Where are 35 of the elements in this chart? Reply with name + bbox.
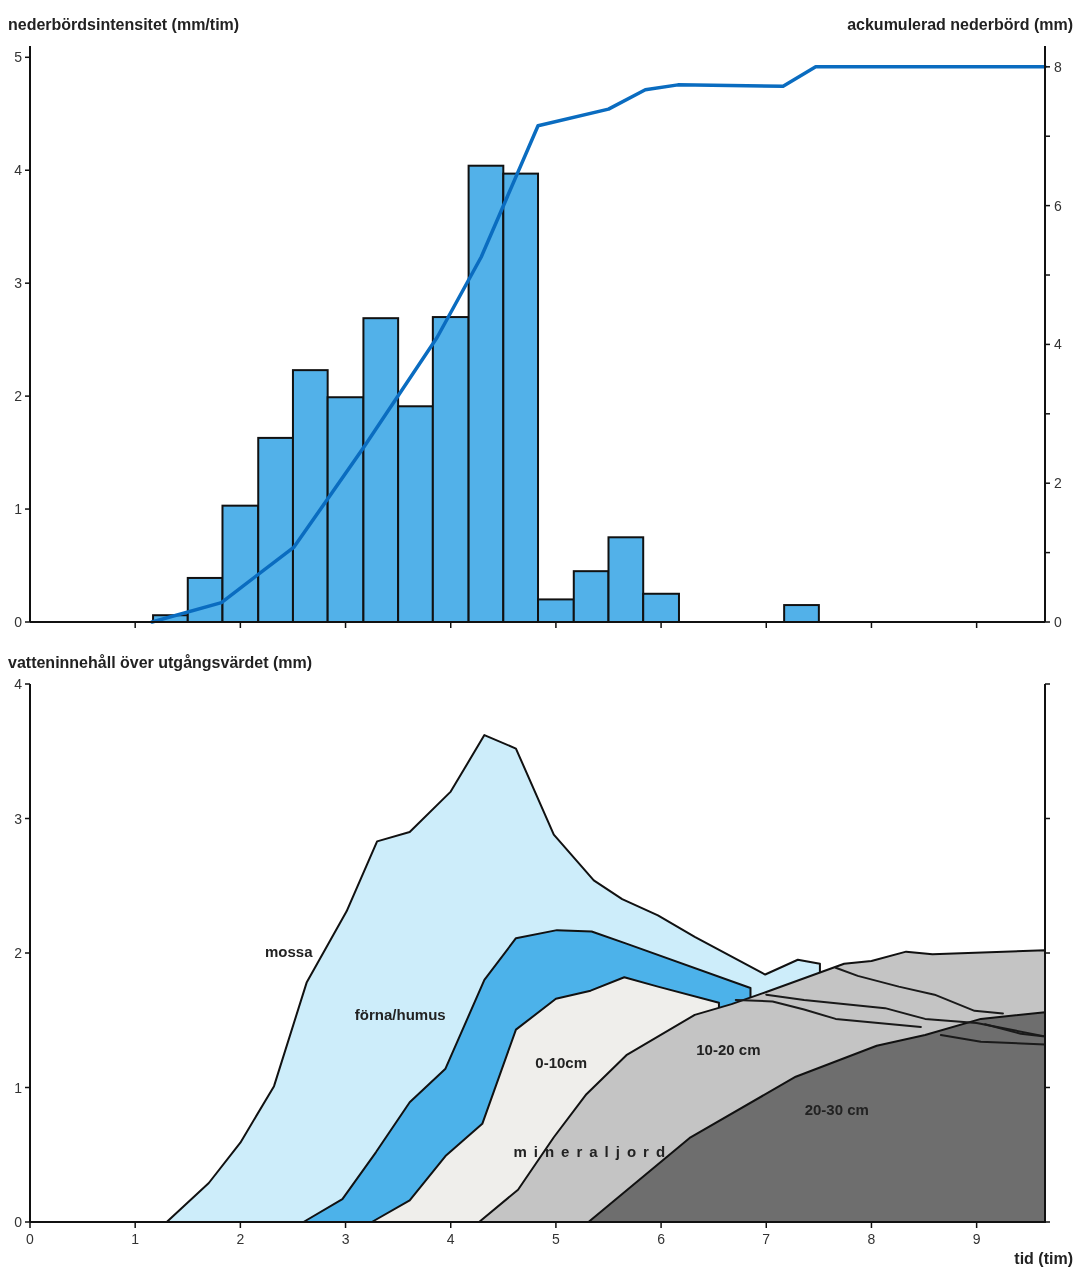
x-tick-label: 2: [236, 1231, 245, 1247]
series-label: förna/humus: [354, 1005, 446, 1023]
y-tick-label: 0: [14, 1214, 23, 1230]
series-label: mossa: [264, 942, 314, 960]
y-tick-label: 0: [14, 614, 23, 630]
series-label: 0-10cm: [535, 1054, 588, 1072]
y-axis-title: nederbördsintensitet (mm/tim): [8, 16, 240, 33]
y-tick-label: 1: [14, 1079, 23, 1096]
x-axis-title: tid (tim): [1014, 1250, 1073, 1267]
y2-tick-label: 8: [1054, 58, 1062, 75]
y-axis-title: vatteninnehåll över utgångsvärdet (mm): [8, 654, 313, 671]
y-tick-label: 2: [14, 945, 23, 961]
x-tick-label: 9: [972, 1231, 981, 1247]
x-tick-label: 1: [131, 1231, 140, 1247]
x-tick-label: 8: [867, 1231, 876, 1247]
y-tick-label: 3: [14, 275, 23, 292]
x-tick-label: 0: [26, 1231, 35, 1247]
x-tick-label: 6: [657, 1231, 666, 1247]
x-tick-label: 3: [341, 1231, 350, 1247]
y2-tick-label: 6: [1054, 197, 1062, 214]
y2-tick-label: 4: [1054, 336, 1062, 353]
y2-axis-title: ackumulerad nederbörd (mm): [847, 16, 1073, 33]
y2-tick-label: 0: [1054, 614, 1062, 630]
y-tick-label: 4: [14, 162, 23, 179]
x-tick-label: 5: [552, 1231, 561, 1247]
y-tick-label: 1: [14, 501, 23, 518]
y-tick-label: 5: [14, 49, 23, 66]
series-label: 10-20 cm: [696, 1040, 761, 1058]
y-tick-label: 2: [14, 388, 23, 405]
y2-tick-label: 2: [1054, 475, 1062, 492]
y-tick-label: 4: [14, 676, 23, 692]
series-label: 20-30 cm: [804, 1101, 869, 1119]
x-tick-label: 7: [762, 1231, 771, 1247]
y-tick-label: 3: [14, 810, 23, 827]
x-tick-label: 4: [446, 1231, 455, 1247]
